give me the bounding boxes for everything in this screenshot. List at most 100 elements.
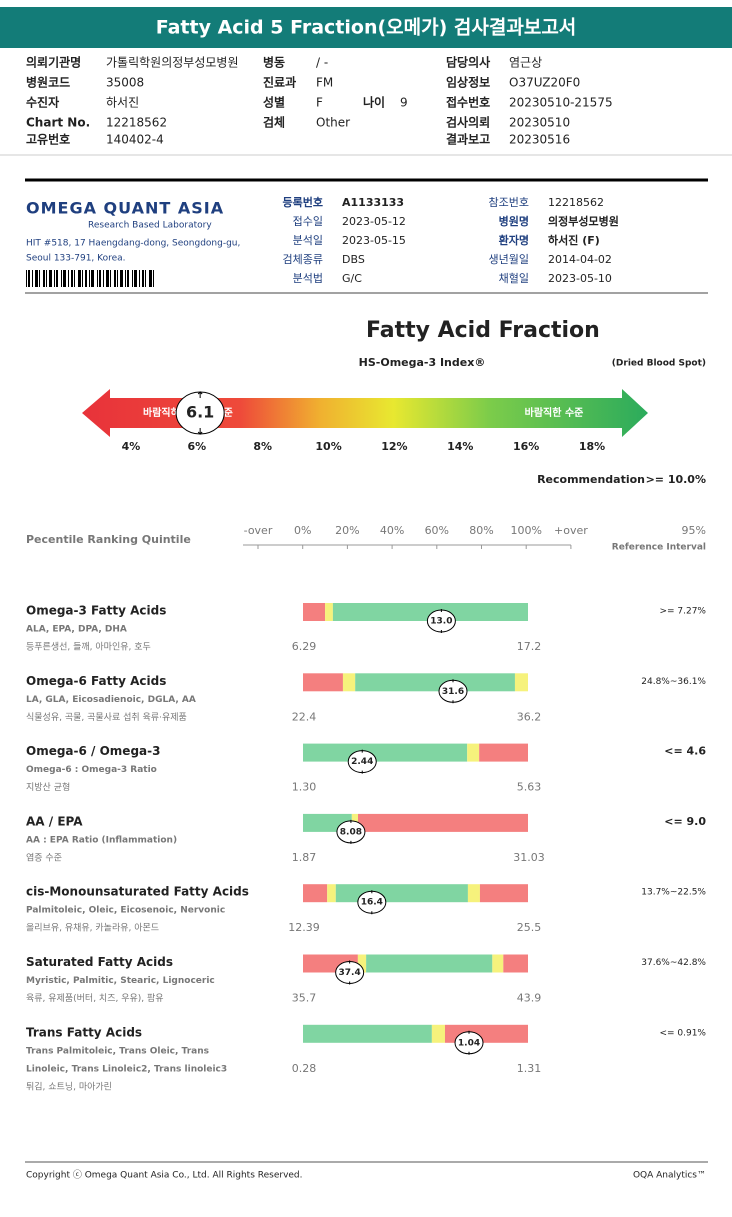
x-tick-label: 18% xyxy=(579,440,605,453)
range-max: 31.03 xyxy=(513,851,545,864)
scale-label: 100% xyxy=(510,524,541,537)
barcode xyxy=(49,270,52,287)
barcode xyxy=(46,270,47,287)
barcode xyxy=(142,270,144,287)
header-bar xyxy=(0,7,732,48)
info-label: 고유번호 xyxy=(26,132,70,147)
result-detail: Trans Palmitoleic, Trans Oleic, Trans xyxy=(26,1046,209,1056)
scale-label: 20% xyxy=(335,524,359,537)
value-label: 16.4 xyxy=(361,898,383,908)
result-detail: LA, GLA, Eicosadienoic, DGLA, AA xyxy=(26,695,196,705)
result-detail: Omega-6 : Omega-3 Ratio xyxy=(26,765,157,775)
info-value: 140402-4 xyxy=(106,133,164,147)
zone xyxy=(514,673,528,692)
x-tick-label: 4% xyxy=(122,440,141,453)
result-foods: 육류, 유제품(버터, 치즈, 우유), 팜유 xyxy=(26,992,164,1004)
info-label: 병원코드 xyxy=(26,75,70,90)
barcode xyxy=(139,270,140,287)
scale-label: 60% xyxy=(425,524,449,537)
range-min: 1.30 xyxy=(292,781,317,794)
barcode xyxy=(74,270,75,287)
result-foods: 염증 수준 xyxy=(26,852,62,863)
index-value: 6.1 xyxy=(186,403,214,422)
zone xyxy=(492,954,504,973)
barcode xyxy=(35,270,38,287)
zone xyxy=(325,603,333,621)
lab-name: OMEGA QUANT ASIA xyxy=(26,199,224,218)
range-min: 0.28 xyxy=(292,1062,317,1075)
barcode xyxy=(54,270,55,287)
zone xyxy=(303,603,326,621)
lab-field-label: 환자명 xyxy=(499,233,529,247)
range-min: 1.87 xyxy=(292,851,317,864)
reference: 24.8%~36.1% xyxy=(641,677,706,687)
range-max: 36.2 xyxy=(517,710,542,723)
result-detail: Myristic, Palmitic, Stearic, Lignoceric xyxy=(26,976,215,986)
lab-field-label: 생년월일 xyxy=(489,252,529,266)
info-label: 담당의사 xyxy=(446,55,490,70)
index-arrow xyxy=(82,389,648,437)
lab-address: HIT #518, 17 Haengdang-dong, Seongdong-g… xyxy=(26,239,240,249)
info-label: 성별 xyxy=(263,95,285,110)
zone xyxy=(479,884,528,903)
zone xyxy=(335,884,468,903)
range-max: 5.63 xyxy=(517,781,542,794)
barcode xyxy=(61,270,62,287)
zone xyxy=(467,884,480,903)
info-value: 염근상 xyxy=(509,56,542,70)
lab-field-value: G/C xyxy=(342,272,362,285)
lab-field-value: DBS xyxy=(342,253,365,266)
lab-field-label: 채혈일 xyxy=(499,271,529,285)
x-tick-label: 16% xyxy=(513,440,539,453)
result-detail: ALA, EPA, DPA, DHA xyxy=(26,625,127,635)
zone xyxy=(479,743,528,762)
info-value: / - xyxy=(316,56,328,70)
barcode xyxy=(125,270,126,287)
info-label: 임상정보 xyxy=(446,75,490,90)
reference: 37.6%~42.8% xyxy=(641,958,706,968)
info-label: 접수번호 xyxy=(446,95,490,110)
info-label: 나이 xyxy=(363,95,385,110)
barcode xyxy=(153,270,154,287)
brand: OQA Analytics™ xyxy=(633,1171,706,1181)
value-label: 31.6 xyxy=(442,687,464,697)
range-max: 25.5 xyxy=(517,921,542,934)
barcode xyxy=(103,270,104,287)
recommendation-label: Recommendation xyxy=(537,473,645,486)
reference: <= 0.91% xyxy=(659,1028,706,1038)
barcode xyxy=(71,270,73,287)
zone xyxy=(327,884,336,903)
result-name: Trans Fatty Acids xyxy=(26,1025,142,1039)
info-value: F xyxy=(316,96,323,110)
info-value: O37UZ20F0 xyxy=(509,76,580,90)
copyright: Copyright ⓒ Omega Quant Asia Co., Ltd. A… xyxy=(26,1170,303,1181)
x-tick-label: 6% xyxy=(188,440,207,453)
result-detail: AA : EPA Ratio (Inflammation) xyxy=(26,835,177,845)
result-foods: 식물성유, 곡물, 곡물사료 섭취 육류·유제품 xyxy=(26,712,187,723)
barcode xyxy=(89,270,90,287)
value-label: 1.04 xyxy=(458,1038,480,1048)
reference: >= 7.27% xyxy=(659,607,706,617)
info-label: 검사의뢰 xyxy=(446,115,490,130)
info-value: 20230516 xyxy=(509,133,570,147)
lab-field-label: 참조번호 xyxy=(489,196,529,209)
lab-field-label: 분석일 xyxy=(293,233,323,247)
scale-label: 40% xyxy=(380,524,404,537)
range-max: 17.2 xyxy=(517,640,542,653)
zone xyxy=(355,673,515,692)
lab-field-value: 2023-05-12 xyxy=(342,215,406,228)
zone xyxy=(303,1024,432,1043)
info-value: FM xyxy=(316,76,333,90)
ref-subtitle: Reference Interval xyxy=(612,543,706,553)
result-foods: 등푸른생선, 들깨, 아마인유, 호두 xyxy=(26,641,151,653)
lab-tagline: Research Based Laboratory xyxy=(88,221,212,231)
info-value: 12218562 xyxy=(106,116,167,130)
marker-arrows xyxy=(197,391,203,435)
barcode xyxy=(149,270,152,287)
reference: <= 9.0 xyxy=(664,815,706,828)
barcode xyxy=(134,270,137,287)
info-label: 수진자 xyxy=(26,95,59,110)
title: Fatty Acid 5 Fraction(오메가) 검사결과보고서 xyxy=(156,17,577,39)
